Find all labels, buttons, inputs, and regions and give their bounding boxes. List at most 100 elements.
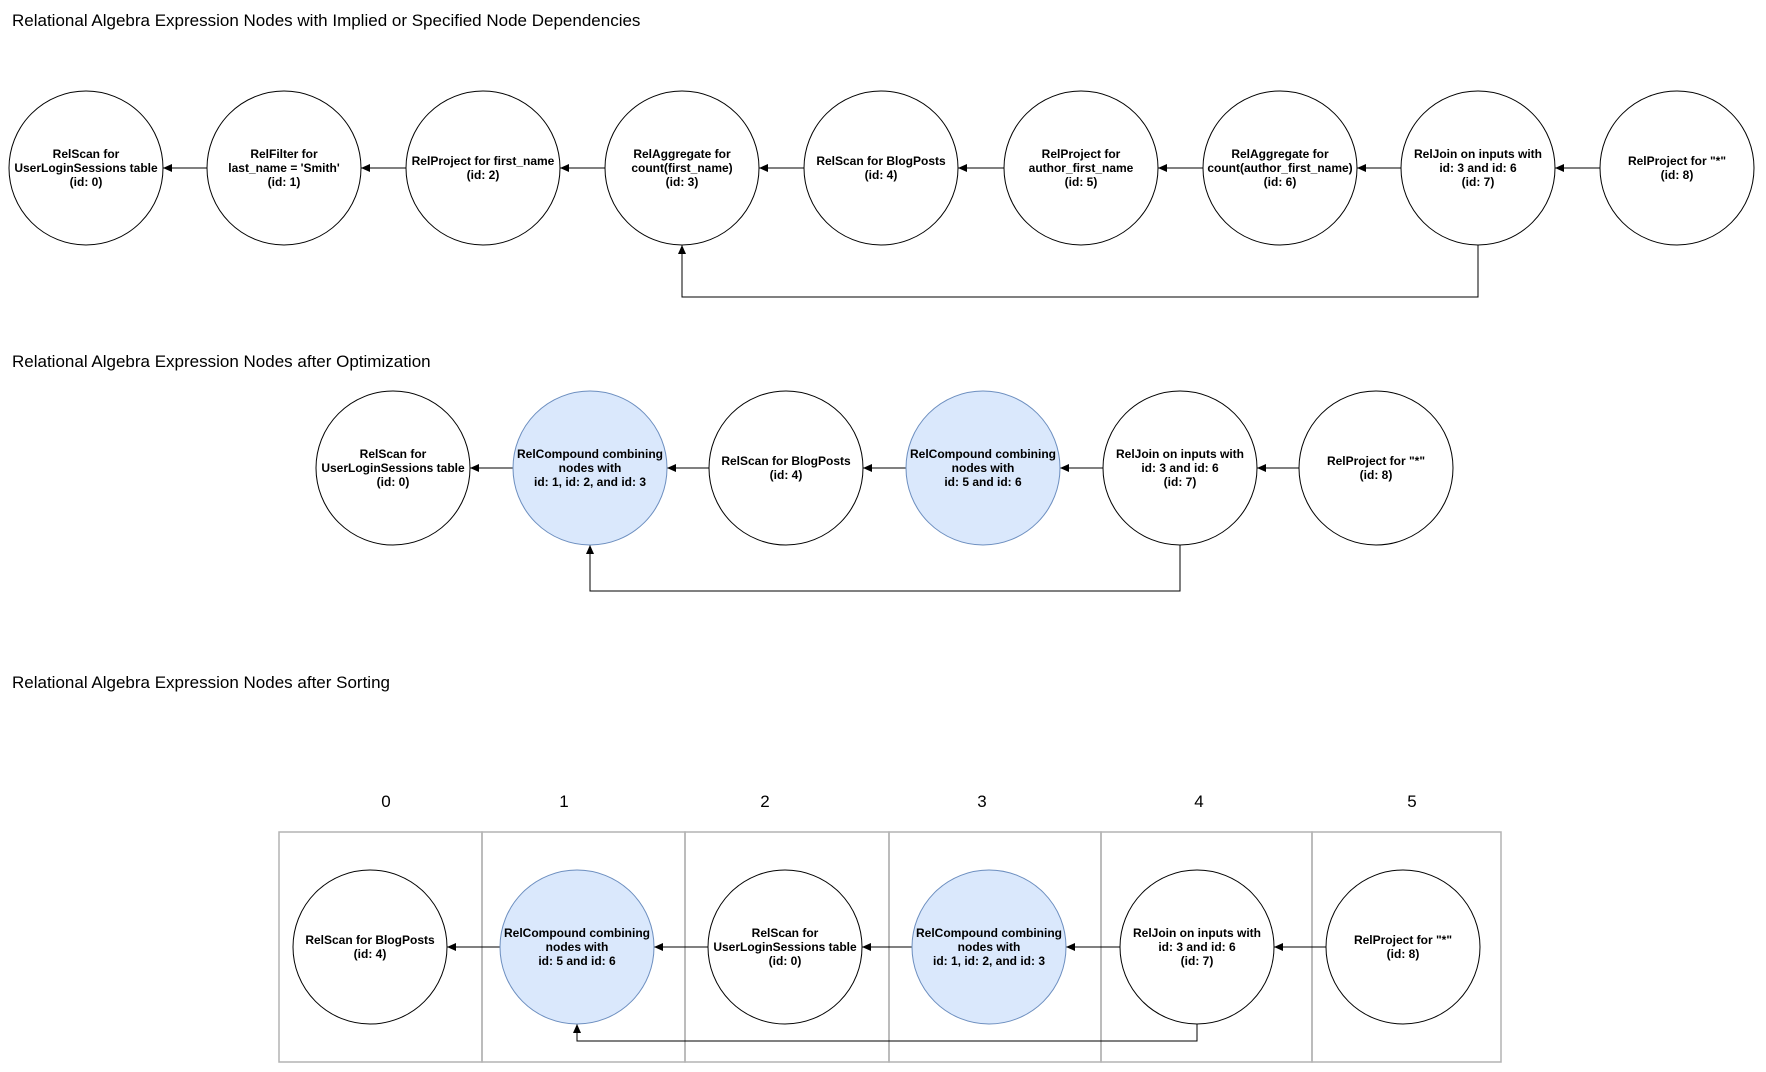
node-circle (1298, 390, 1454, 546)
title-after-optimization: Relational Algebra Expression Nodes afte… (12, 352, 431, 371)
node-label-line: RelProject for (1042, 147, 1121, 161)
node-circle (1202, 90, 1358, 246)
node-label-line: count(author_first_name) (1207, 161, 1352, 175)
node-label-line: id: 5 and id: 6 (944, 475, 1022, 489)
node-n4[interactable]: RelScan for BlogPosts(id: 4) (803, 90, 959, 246)
sort-column-label: 5 (1407, 792, 1416, 811)
node-n8[interactable]: RelProject for "*"(id: 8) (1599, 90, 1755, 246)
edges (163, 164, 1600, 1042)
node-label-line: RelProject for "*" (1327, 454, 1425, 468)
node-label-line: RelScan for BlogPosts (816, 154, 946, 168)
node-label-line: RelJoin on inputs with (1116, 447, 1244, 461)
sort-column-label: 3 (977, 792, 986, 811)
node-circle (1599, 90, 1755, 246)
node-label-line: (id: 7) (1462, 175, 1495, 189)
title-implied-dependencies: Relational Algebra Expression Nodes with… (12, 11, 640, 30)
node-label-line: RelFilter for (250, 147, 318, 161)
node-label-line: (id: 8) (1360, 468, 1393, 482)
edge-join-dependency (678, 245, 1479, 298)
node-label-line: last_name = 'Smith' (228, 161, 340, 175)
node-label-line: (id: 7) (1181, 954, 1214, 968)
node-label-line: RelCompound combining (517, 447, 663, 461)
node-circle (405, 90, 561, 246)
node-label-line: RelProject for "*" (1628, 154, 1726, 168)
node-label-line: author_first_name (1029, 161, 1134, 175)
node-circle (8, 90, 164, 246)
node-label-line: RelJoin on inputs with (1414, 147, 1542, 161)
node-label-line: (id: 5) (1065, 175, 1098, 189)
node-circle (803, 90, 959, 246)
node-label-line: (id: 3) (666, 175, 699, 189)
node-label-line: RelCompound combining (916, 926, 1062, 940)
node-s4[interactable]: RelScan for BlogPosts(id: 4) (292, 869, 448, 1025)
node-label-line: RelAggregate for (1231, 147, 1329, 161)
sort-column-label: 4 (1194, 792, 1203, 811)
node-o8[interactable]: RelProject for "*"(id: 8) (1298, 390, 1454, 546)
node-s8[interactable]: RelProject for "*"(id: 8) (1325, 869, 1481, 1025)
node-label-line: RelScan for (360, 447, 427, 461)
compound-node-circle (499, 869, 655, 1025)
node-label-line: RelProject for first_name (412, 154, 555, 168)
node-label-line: (id: 0) (70, 175, 103, 189)
node-label-line: (id: 2) (467, 168, 500, 182)
node-label-line: UserLoginSessions table (321, 461, 465, 475)
node-label-line: id: 3 and id: 6 (1141, 461, 1219, 475)
node-label-line: (id: 1) (268, 175, 301, 189)
node-n6[interactable]: RelAggregate forcount(author_first_name)… (1202, 90, 1358, 246)
title-after-sorting: Relational Algebra Expression Nodes afte… (12, 673, 390, 692)
node-label-line: nodes with (952, 461, 1015, 475)
node-label-line: UserLoginSessions table (713, 940, 857, 954)
edge-join-dependency (586, 545, 1181, 592)
node-label-line: RelProject for "*" (1354, 933, 1452, 947)
node-label-line: RelJoin on inputs with (1133, 926, 1261, 940)
node-label-line: RelScan for (53, 147, 120, 161)
node-label-line: RelCompound combining (504, 926, 650, 940)
node-circle (1119, 869, 1275, 1025)
node-circle (1003, 90, 1159, 246)
node-label-line: (id: 4) (865, 168, 898, 182)
node-circle (1400, 90, 1556, 246)
node-label-line: nodes with (546, 940, 609, 954)
node-label-line: (id: 0) (769, 954, 802, 968)
node-label-line: RelCompound combining (910, 447, 1056, 461)
node-label-line: (id: 6) (1264, 175, 1297, 189)
node-label-line: RelScan for BlogPosts (721, 454, 851, 468)
node-label-line: (id: 0) (377, 475, 410, 489)
node-label-line: RelScan for BlogPosts (305, 933, 435, 947)
node-circle (1325, 869, 1481, 1025)
node-label-line: RelScan for (752, 926, 819, 940)
node-label-line: UserLoginSessions table (14, 161, 158, 175)
compound-node-circle (911, 869, 1067, 1025)
node-label-line: count(first_name) (631, 161, 732, 175)
node-label-line: (id: 8) (1661, 168, 1694, 182)
node-label-line: id: 1, id: 2, and id: 3 (933, 954, 1045, 968)
node-o4[interactable]: RelScan for BlogPosts(id: 4) (708, 390, 864, 546)
compound-node-circle (905, 390, 1061, 546)
node-circle (1102, 390, 1258, 546)
node-label-line: id: 1, id: 2, and id: 3 (534, 475, 646, 489)
node-label-line: id: 3 and id: 6 (1439, 161, 1517, 175)
node-label-line: id: 5 and id: 6 (538, 954, 616, 968)
node-label-line: (id: 4) (770, 468, 803, 482)
node-label-line: id: 3 and id: 6 (1158, 940, 1236, 954)
node-label-line: nodes with (559, 461, 622, 475)
node-label-line: RelAggregate for (633, 147, 731, 161)
node-n2[interactable]: RelProject for first_name(id: 2) (405, 90, 561, 246)
sort-column-label: 1 (559, 792, 568, 811)
node-circle (315, 390, 471, 546)
